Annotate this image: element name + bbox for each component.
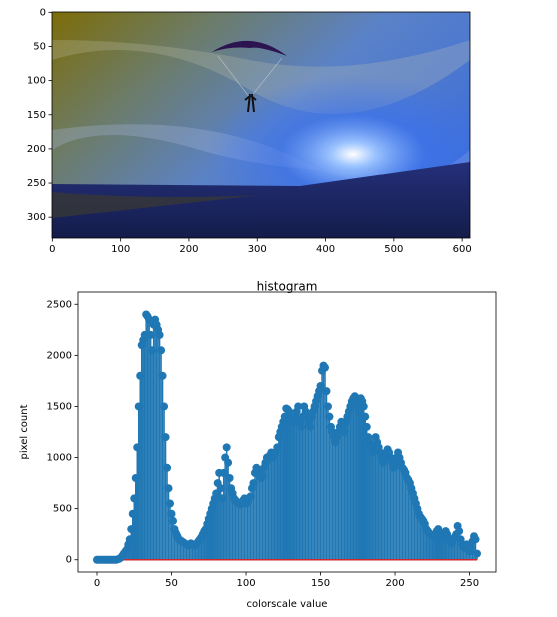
stem-marker — [127, 525, 136, 534]
stem-marker — [131, 473, 140, 482]
stem-marker — [169, 516, 177, 525]
stem-marker — [455, 527, 464, 536]
stem-marker — [219, 468, 228, 477]
stem-marker — [361, 412, 370, 421]
stem-marker — [136, 371, 145, 380]
y-tick-label: 300 — [27, 212, 46, 223]
stem-marker — [322, 387, 331, 396]
stem-marker — [128, 509, 137, 518]
stem-marker — [218, 494, 227, 503]
axes-frame — [77, 291, 497, 573]
stem-marker — [316, 382, 325, 391]
stem-marker — [323, 402, 332, 411]
x-tick-label: 250 — [460, 578, 479, 589]
x-tick-label: 500 — [384, 244, 403, 255]
x-tick-label: 150 — [311, 578, 330, 589]
y-tick-label: 0 — [66, 555, 72, 566]
stem-marker — [225, 473, 234, 482]
stem-marker — [359, 402, 368, 411]
stem-marker — [161, 433, 170, 442]
stem-marker — [158, 371, 167, 380]
y-tick-label: 0 — [40, 7, 46, 18]
stem-marker — [246, 492, 255, 501]
stem-marker — [222, 443, 231, 452]
x-tick-label: 0 — [94, 578, 100, 589]
stem-marker — [297, 422, 306, 431]
stem-marker — [306, 422, 315, 431]
y-tick-label: 150 — [27, 110, 46, 121]
x-tick-label: 300 — [248, 244, 267, 255]
y-tick-label: 1000 — [47, 453, 72, 464]
stem-marker — [140, 330, 149, 339]
stem-marker — [471, 535, 480, 544]
stem-marker — [167, 509, 176, 518]
stem-marker — [294, 402, 303, 411]
stem-marker — [164, 484, 173, 493]
x-tick-label: 600 — [453, 244, 472, 255]
y-tick-label: 2500 — [47, 299, 72, 310]
stem-marker — [155, 330, 164, 339]
stem-marker — [473, 549, 481, 558]
stem-marker — [148, 346, 157, 355]
chart-title: histogram — [257, 280, 318, 294]
stem-marker — [160, 402, 169, 411]
x-tick-label: 100 — [111, 244, 130, 255]
x-tick-label: 0 — [49, 244, 55, 255]
y-tick-label: 2000 — [47, 350, 72, 361]
stem-marker — [166, 499, 175, 508]
y-tick-label: 1500 — [47, 401, 72, 412]
stem-marker — [362, 422, 371, 431]
y-tick-label: 200 — [27, 144, 46, 155]
stem-marker — [146, 330, 155, 339]
x-tick-label: 100 — [236, 578, 255, 589]
stem-marker — [273, 443, 282, 452]
stem-marker — [321, 363, 329, 372]
x-tick-label: 200 — [385, 578, 404, 589]
y-tick-label: 100 — [27, 76, 46, 87]
stem-marker — [325, 412, 334, 421]
stem-marker — [467, 543, 476, 552]
stem-marker — [133, 443, 142, 452]
stem-marker — [216, 484, 225, 493]
y-axis-label: pixel count — [19, 404, 30, 459]
y-tick-label: 500 — [53, 504, 72, 515]
stem-marker — [163, 463, 172, 472]
stem-marker — [258, 471, 267, 480]
y-tick-label: 50 — [33, 41, 46, 52]
photo — [52, 12, 470, 238]
stem-marker — [224, 458, 233, 467]
stem-marker — [157, 346, 166, 355]
x-tick-label: 50 — [165, 578, 178, 589]
x-axis-label: colorscale value — [247, 599, 328, 610]
x-tick-label: 200 — [179, 244, 198, 255]
y-tick-label: 250 — [27, 178, 46, 189]
image-frame — [51, 11, 471, 239]
stem-marker — [125, 535, 134, 544]
stem-marker — [340, 428, 349, 436]
x-tick-label: 400 — [316, 244, 335, 255]
stem-marker — [130, 494, 139, 503]
stem-marker — [249, 479, 258, 488]
stem-marker — [134, 402, 143, 411]
